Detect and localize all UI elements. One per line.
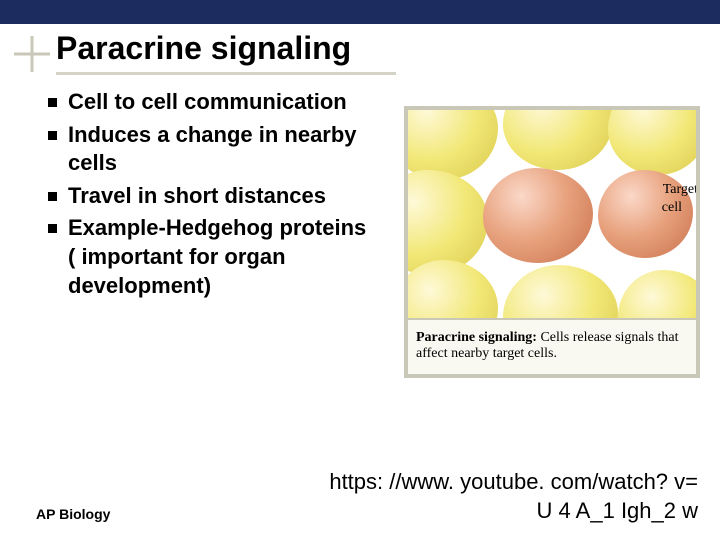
top-bar	[0, 0, 720, 24]
figure-label-target: Target	[663, 182, 696, 198]
url-text: https: //www. youtube. com/watch? v= U 4…	[329, 467, 698, 526]
figure-caption: Paracrine signaling: Cells release signa…	[408, 320, 696, 374]
bullet-item: Travel in short distances	[48, 182, 368, 211]
secreting-cell	[483, 168, 593, 263]
figure-illustration: Target cell	[408, 110, 696, 320]
bullet-item: Cell to cell communication	[48, 88, 368, 117]
url-line2: U 4 A_1 Igh_2 w	[537, 498, 698, 523]
figure-label-cell: cell	[662, 200, 682, 216]
bullet-list: Cell to cell communication Induces a cha…	[48, 88, 368, 304]
bullet-item: Example-Hedgehog proteins ( important fo…	[48, 214, 368, 300]
figure-caption-bold: Paracrine signaling:	[416, 330, 537, 345]
footer-label: AP Biology	[36, 506, 110, 522]
crosshair-icon	[14, 36, 50, 72]
slide-title: Paracrine signaling	[56, 30, 351, 67]
bullet-item: Induces a change in nearby cells	[48, 121, 368, 178]
title-underline	[56, 72, 396, 75]
figure-panel: Target cell Paracrine signaling: Cells r…	[404, 106, 700, 378]
url-line1: https: //www. youtube. com/watch? v=	[329, 469, 698, 494]
